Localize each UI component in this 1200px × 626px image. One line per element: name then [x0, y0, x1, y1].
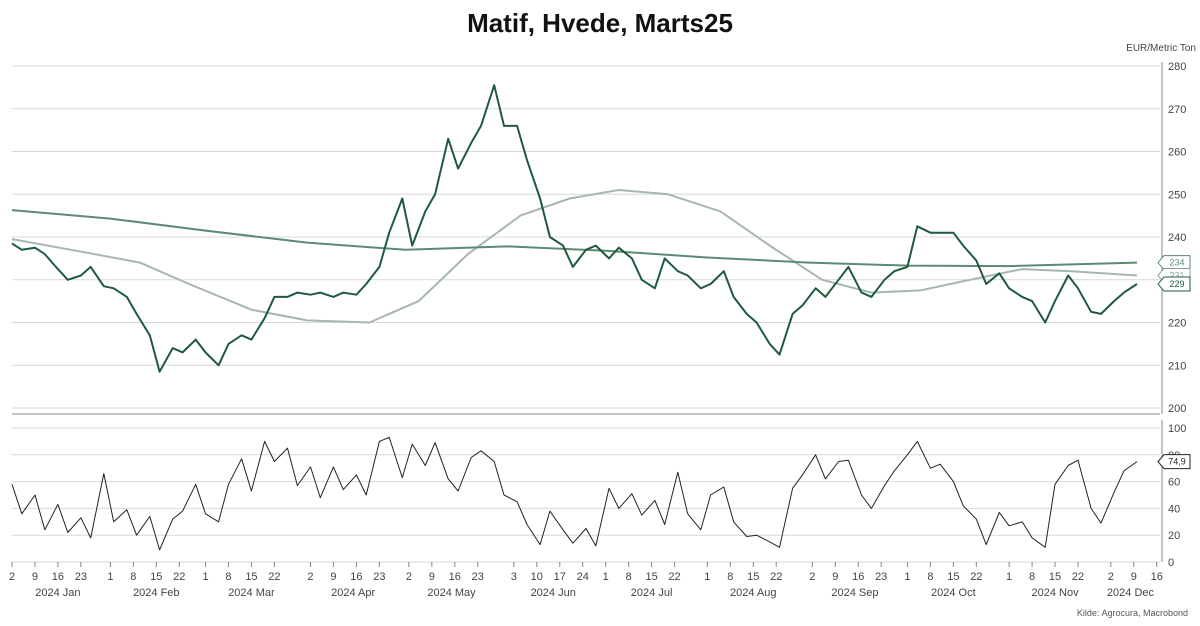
x-month-label: 2024 Jun [531, 587, 576, 599]
x-tick-label: 22 [268, 571, 280, 583]
x-tick-label: 15 [747, 571, 759, 583]
x-tick-label: 15 [245, 571, 257, 583]
x-tick-label: 9 [832, 571, 838, 583]
x-tick-label: 22 [1072, 571, 1084, 583]
end-label-ma-long: 234 [1169, 258, 1184, 268]
x-month-label: 2024 Jan [35, 587, 80, 599]
x-tick-label: 23 [472, 571, 484, 583]
x-month-label: 2024 Apr [331, 587, 375, 599]
x-tick-label: 15 [645, 571, 657, 583]
source-note: Kilde: Agrocura, Macrobond [1076, 608, 1188, 618]
x-tick-label: 16 [449, 571, 461, 583]
x-tick-label: 2 [9, 571, 15, 583]
x-tick-label: 8 [225, 571, 231, 583]
x-tick-label: 9 [32, 571, 38, 583]
x-tick-label: 8 [130, 571, 136, 583]
x-tick-label: 16 [52, 571, 64, 583]
series-line-ma-long [11, 209, 1138, 268]
x-tick-label: 1 [603, 571, 609, 583]
x-tick-label: 9 [429, 571, 435, 583]
y-tick-label-top: 220 [1168, 318, 1186, 330]
x-tick-label: 15 [1049, 571, 1061, 583]
x-tick-label: 8 [1029, 571, 1035, 583]
x-tick-label: 16 [350, 571, 362, 583]
series-line-price [11, 84, 1138, 373]
end-label-price-box [1157, 276, 1191, 292]
y-tick-label-top: 270 [1168, 104, 1186, 116]
end-label-oscillator: 74,9 [1168, 457, 1186, 467]
x-tick-label: 1 [904, 571, 910, 583]
x-tick-label: 8 [727, 571, 733, 583]
x-tick-label: 1 [704, 571, 710, 583]
x-month-label: 2024 Sep [831, 587, 878, 599]
y-tick-label-top: 260 [1168, 147, 1186, 159]
x-month-label: 2024 Oct [931, 587, 976, 599]
y-tick-label-bottom: 0 [1168, 557, 1174, 569]
x-tick-label: 16 [852, 571, 864, 583]
x-tick-label: 24 [577, 571, 589, 583]
x-tick-label: 23 [75, 571, 87, 583]
x-month-label: 2024 Feb [133, 587, 179, 599]
x-month-label: 2024 Nov [1031, 587, 1079, 599]
x-tick-label: 2 [809, 571, 815, 583]
x-tick-label: 8 [927, 571, 933, 583]
x-tick-label: 22 [970, 571, 982, 583]
x-tick-label: 2 [307, 571, 313, 583]
y-tick-label-top: 250 [1168, 189, 1186, 201]
y-tick-label-top: 240 [1168, 232, 1186, 244]
end-label-oscillator-box [1157, 454, 1191, 470]
x-tick-label: 17 [554, 571, 566, 583]
x-tick-label: 22 [173, 571, 185, 583]
x-tick-label: 1 [107, 571, 113, 583]
y-tick-label-top: 200 [1168, 403, 1186, 415]
x-tick-label: 10 [531, 571, 543, 583]
x-tick-label: 8 [626, 571, 632, 583]
y-tick-label-bottom: 40 [1168, 503, 1180, 515]
x-month-label: 2024 Dec [1107, 587, 1155, 599]
series-line-oscillator [11, 436, 1138, 551]
x-tick-label: 1 [202, 571, 208, 583]
x-month-label: 2024 Mar [228, 587, 275, 599]
x-tick-label: 22 [770, 571, 782, 583]
chart-title: Matif, Hvede, Marts25 [467, 8, 733, 38]
x-month-label: 2024 May [427, 587, 476, 599]
series-line-ma-mid [11, 189, 1138, 324]
end-label-ma-long-box [1157, 255, 1191, 271]
end-label-price: 229 [1169, 279, 1184, 289]
x-tick-label: 9 [1131, 571, 1137, 583]
y-tick-label-top: 280 [1168, 61, 1186, 73]
x-tick-label: 23 [875, 571, 887, 583]
x-tick-label: 15 [150, 571, 162, 583]
y-tick-label-top: 210 [1168, 360, 1186, 372]
end-label-ma-mid: 231 [1169, 270, 1184, 280]
x-tick-label: 1 [1006, 571, 1012, 583]
x-tick-label: 3 [511, 571, 517, 583]
y-tick-label-bottom: 60 [1168, 477, 1180, 489]
x-tick-label: 2 [406, 571, 412, 583]
y-axis-unit-label: EUR/Metric Ton [1126, 43, 1196, 54]
y-tick-label-bottom: 100 [1168, 423, 1186, 435]
x-tick-label: 15 [947, 571, 959, 583]
x-tick-label: 2 [1108, 571, 1114, 583]
x-tick-label: 22 [668, 571, 680, 583]
x-tick-label: 23 [373, 571, 385, 583]
x-month-label: 2024 Aug [730, 587, 777, 599]
x-tick-label: 16 [1151, 571, 1163, 583]
x-month-label: 2024 Jul [631, 587, 673, 599]
y-tick-label-bottom: 20 [1168, 530, 1180, 542]
x-tick-label: 9 [330, 571, 336, 583]
